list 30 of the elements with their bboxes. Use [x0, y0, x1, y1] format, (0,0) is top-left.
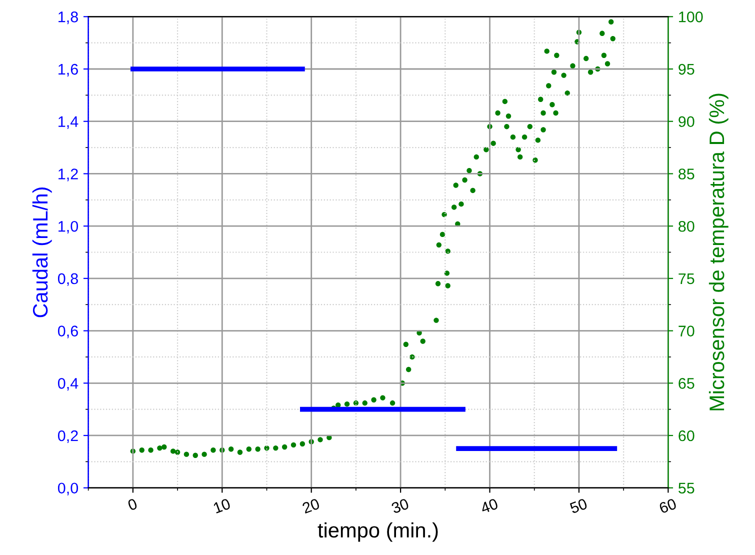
x-axis-title: tiempo (min.) — [318, 522, 438, 542]
y2-tick-label: 80 — [678, 220, 694, 232]
x-tick-label: 20 — [302, 498, 320, 514]
y-tick-label: 1,6 — [58, 64, 78, 76]
y2-axis-title: Microsensor de temperatura D (%) — [708, 94, 728, 410]
y-tick-label: 1,0 — [58, 220, 78, 234]
y-tick-label: 0,2 — [58, 430, 78, 443]
x-tick-label: 50 — [569, 498, 588, 514]
y-tick-label: 1,2 — [58, 168, 78, 182]
y2-tick-label: 65 — [678, 378, 694, 389]
y-tick-label: 0,6 — [58, 326, 78, 338]
y2-tick-label: 55 — [678, 482, 694, 494]
x-tick-label: 60 — [658, 498, 677, 514]
y-tick-label: 0,4 — [58, 378, 78, 391]
y-tick-label: 1,4 — [58, 116, 78, 129]
y-tick-label: 0,0 — [58, 482, 78, 496]
y2-tick-label: 90 — [678, 116, 694, 128]
y-tick-label: 1,8 — [58, 12, 78, 24]
y-axis-title: Caudal (mL/h) — [32, 188, 52, 318]
y-tick-label: 0,8 — [58, 273, 78, 286]
x-tick-label: 40 — [480, 498, 499, 514]
y2-tick-label: 70 — [678, 326, 694, 336]
x-tick-label: 0 — [127, 498, 138, 511]
x-tick-label: 10 — [212, 498, 231, 514]
y2-tick-label: 60 — [678, 430, 694, 442]
x-tick-label: 30 — [390, 498, 410, 514]
y2-tick-label: 75 — [678, 273, 694, 284]
y2-tick-label: 95 — [678, 64, 694, 75]
y2-tick-label: 100 — [679, 12, 703, 22]
y2-tick-label: 85 — [678, 168, 694, 180]
